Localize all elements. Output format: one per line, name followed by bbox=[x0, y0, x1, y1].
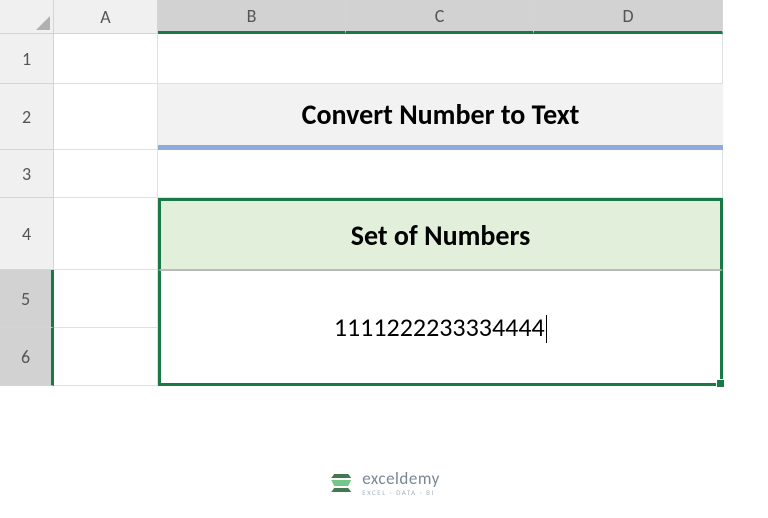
col-header-d[interactable]: D bbox=[534, 0, 723, 34]
table-header-cell[interactable]: Set of Numbers bbox=[158, 198, 723, 270]
watermark-tagline: EXCEL · DATA · BI bbox=[362, 489, 440, 496]
row-header-3[interactable]: 3 bbox=[0, 150, 54, 198]
cell-b3[interactable] bbox=[158, 150, 723, 198]
row-header-4[interactable]: 4 bbox=[0, 198, 54, 270]
watermark-logo-icon bbox=[328, 470, 354, 496]
editing-value: 1111222233334444 bbox=[334, 311, 547, 344]
cell-a3[interactable] bbox=[54, 150, 158, 198]
cell-a5[interactable] bbox=[54, 270, 158, 328]
cell-a6[interactable] bbox=[54, 328, 158, 386]
row-header-6[interactable]: 6 bbox=[0, 328, 54, 386]
watermark: exceldemy EXCEL · DATA · BI bbox=[328, 470, 440, 496]
cell-a1[interactable] bbox=[54, 34, 158, 84]
row-header-5[interactable]: 5 bbox=[0, 270, 54, 328]
cell-b1[interactable] bbox=[158, 34, 723, 84]
editing-cell[interactable]: 1111222233334444 bbox=[158, 270, 723, 386]
fill-handle[interactable] bbox=[716, 379, 725, 388]
cell-a4[interactable] bbox=[54, 198, 158, 270]
col-header-a[interactable]: A bbox=[54, 0, 158, 34]
title-text: Convert Number to Text bbox=[302, 97, 580, 132]
watermark-brand: exceldemy bbox=[362, 470, 440, 487]
select-all-corner[interactable] bbox=[0, 0, 54, 34]
col-header-b[interactable]: B bbox=[158, 0, 346, 34]
cell-a2[interactable] bbox=[54, 84, 158, 150]
col-header-c[interactable]: C bbox=[346, 0, 534, 34]
table-header-text: Set of Numbers bbox=[351, 218, 531, 253]
row-header-2[interactable]: 2 bbox=[0, 84, 54, 150]
row-header-1[interactable]: 1 bbox=[0, 34, 54, 84]
spreadsheet-grid: A B C D 1 2 Convert Number to Text 3 4 S… bbox=[0, 0, 768, 386]
watermark-text: exceldemy EXCEL · DATA · BI bbox=[362, 470, 440, 496]
title-cell[interactable]: Convert Number to Text bbox=[158, 84, 723, 150]
